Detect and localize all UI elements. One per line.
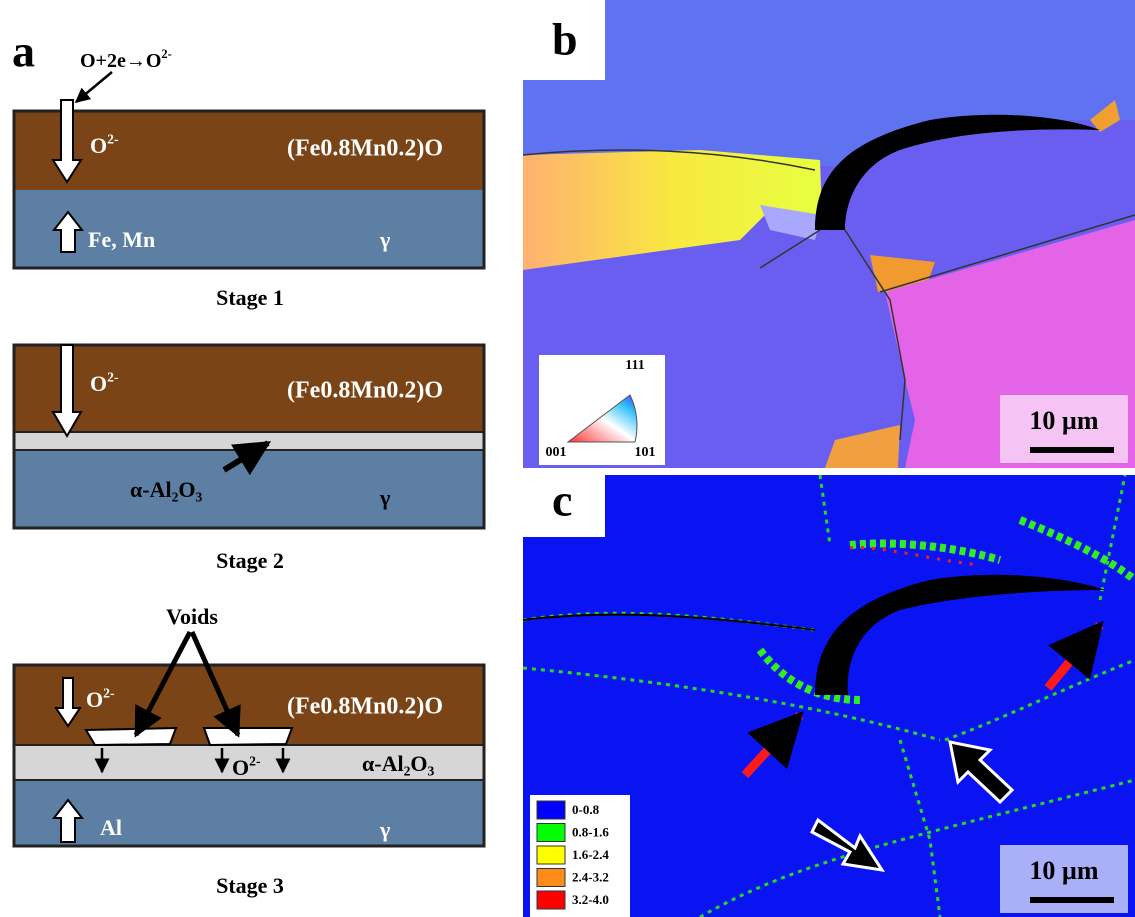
substrate [14, 780, 484, 846]
panel-label: c [552, 475, 572, 526]
panel-label: a [12, 26, 35, 77]
text-segment: O [90, 371, 107, 396]
stage-label: Stage 2 [216, 548, 284, 573]
legend-label: 0-0.8 [572, 802, 600, 817]
supscript: 2- [249, 753, 261, 768]
substrate [14, 450, 484, 528]
text-segment: α-Al [362, 751, 404, 776]
panel-label: b [552, 14, 578, 65]
pointer [76, 72, 112, 102]
ipf-corner: 111 [625, 358, 644, 373]
panel-a: a O+2e→O2- O2- (Fe0.8Mn0.2)O Fe, Mn γ St… [12, 26, 484, 898]
scale-label: α-Al2O3 [130, 477, 203, 505]
oxide: (Fe0.8Mn0.2)O [287, 694, 443, 720]
matrix: γ [379, 227, 390, 252]
voids-label: Voids [166, 604, 218, 629]
matrix: γ [379, 817, 390, 842]
void [86, 728, 176, 745]
text-segment: O [178, 477, 195, 502]
legend-swatch [537, 801, 565, 819]
panel-b: b 111 001 101 10 µm [523, 0, 1135, 468]
panel-c: c 0-0.8 0.8-1.6 1.6-2.4 2.4-3.2 3.2-4.0 10 µ… [523, 475, 1135, 917]
legend-swatch [537, 824, 565, 842]
text-segment: O+2e→O [80, 50, 161, 72]
scale-bar [1030, 897, 1114, 903]
supscript: 2- [161, 47, 171, 61]
figure: a O+2e→O2- O2- (Fe0.8Mn0.2)O Fe, Mn γ St… [0, 0, 1135, 917]
subscript: 3 [196, 490, 203, 505]
text-segment: O [90, 133, 107, 158]
matrix: γ [379, 485, 390, 510]
legend-swatch [537, 846, 565, 864]
scale-label: α-Al2O3 [362, 751, 435, 779]
text-segment: O [86, 687, 103, 712]
text-segment: α-Al [130, 477, 172, 502]
legend-label: 0.8-1.6 [572, 824, 609, 839]
legend-swatch [537, 869, 565, 887]
legend-label: 2.4-3.2 [572, 869, 609, 884]
scale-bar-label: 10 µm [1029, 406, 1098, 435]
alumina-layer [14, 432, 484, 450]
ipf-corner: 101 [635, 445, 656, 460]
diffusing: Al [100, 815, 122, 840]
text-segment: O [410, 751, 427, 776]
scale-bar [1030, 447, 1114, 453]
diffusing: Fe, Mn [88, 227, 155, 252]
supscript: 2- [103, 685, 115, 700]
supscript: 2- [107, 369, 119, 384]
scale-bar-label: 10 µm [1029, 856, 1098, 885]
stage-label: Stage 3 [216, 873, 284, 898]
ipf-corner: 001 [546, 445, 567, 460]
legend-label: 3.2-4.0 [572, 892, 609, 907]
stage-label: Stage 1 [216, 285, 284, 310]
legend-label: 1.6-2.4 [572, 847, 609, 862]
supscript: 2- [107, 131, 119, 146]
void [204, 728, 292, 745]
oxide: (Fe0.8Mn0.2)O [287, 378, 443, 404]
subscript: 3 [428, 764, 435, 779]
substrate [14, 190, 484, 268]
text-segment: O [232, 755, 249, 780]
legend-swatch [537, 891, 565, 909]
oxide: (Fe0.8Mn0.2)O [287, 136, 443, 162]
reaction: O+2e→O2- [80, 47, 172, 72]
